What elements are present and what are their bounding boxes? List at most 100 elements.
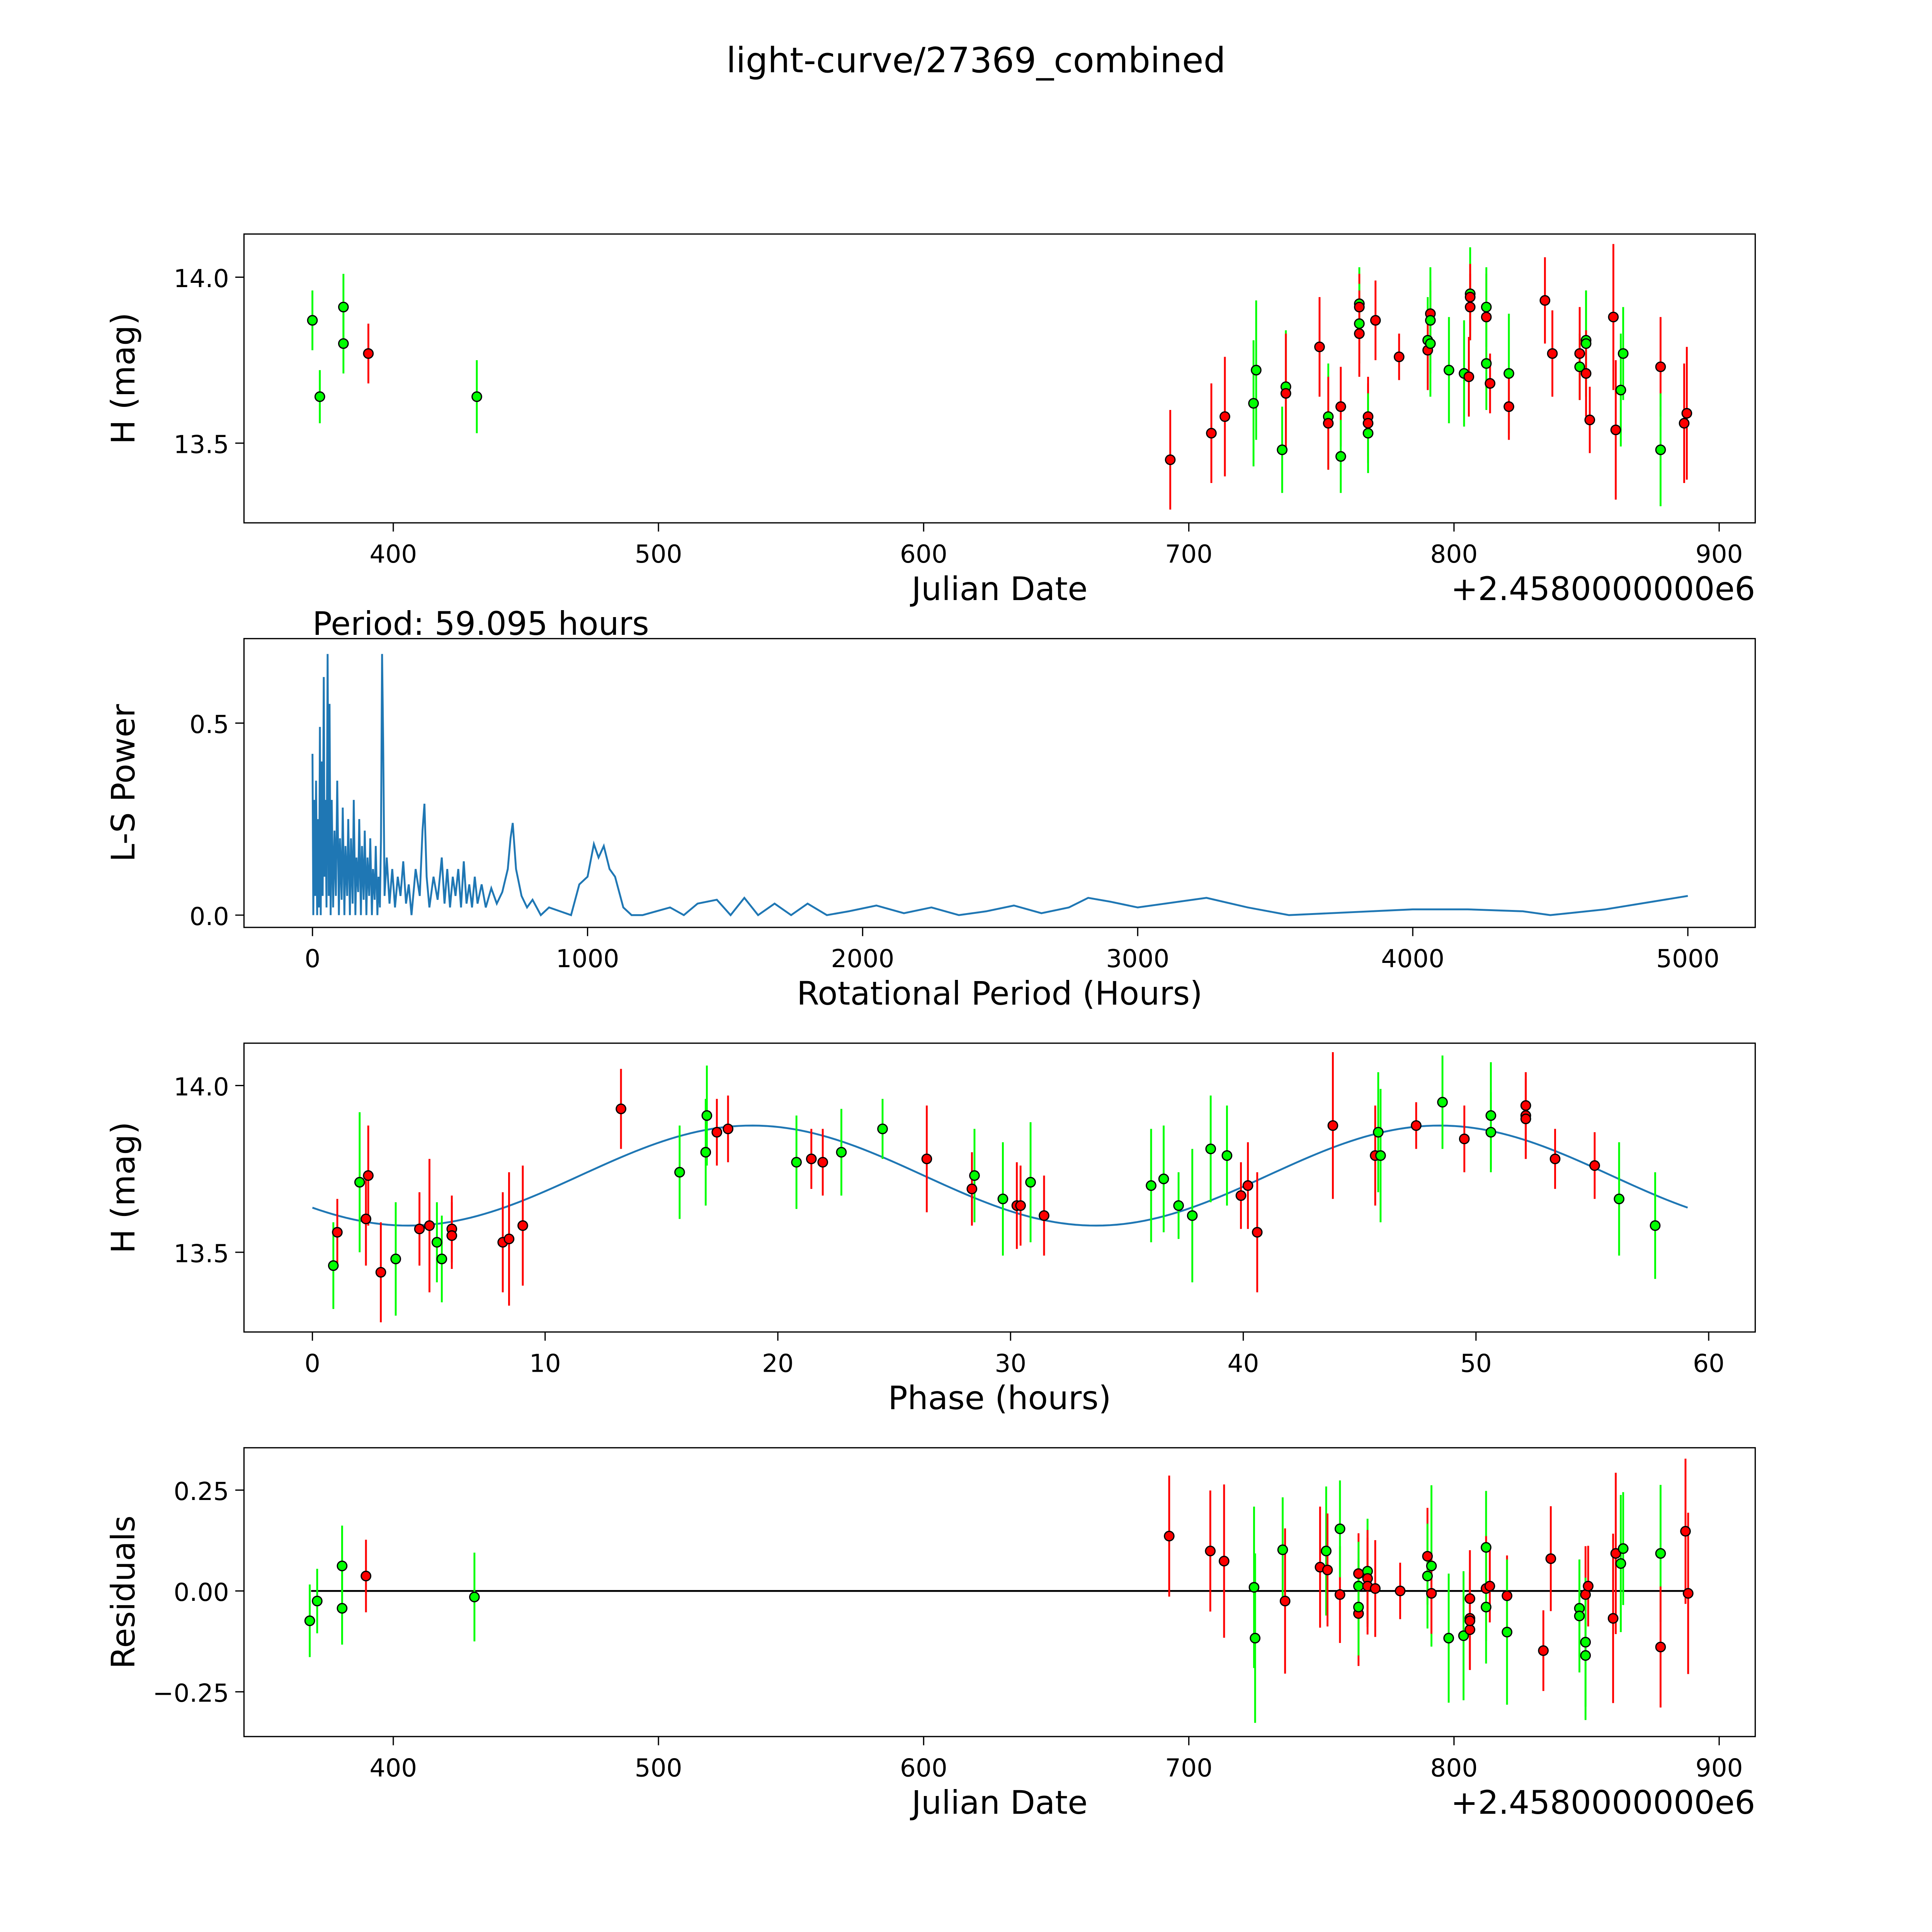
data-point xyxy=(1655,1641,1666,1653)
y-axis-label: H (mag) xyxy=(104,313,142,444)
data-point xyxy=(1165,454,1176,465)
x-tick-label: 800 xyxy=(1430,540,1478,569)
data-point xyxy=(1323,418,1334,429)
data-point xyxy=(1279,1595,1291,1607)
data-point xyxy=(1173,1200,1184,1211)
data-point xyxy=(1277,444,1288,455)
data-point xyxy=(1277,1544,1288,1555)
data-point xyxy=(1680,1526,1691,1537)
data-point xyxy=(1221,1150,1233,1161)
x-tick-label: 400 xyxy=(369,1753,417,1782)
model-fit-curve xyxy=(312,1124,1688,1227)
data-point xyxy=(354,1177,365,1188)
y-tick-label: 0.25 xyxy=(173,1477,229,1506)
data-point xyxy=(674,1167,685,1178)
x-tick-label: 500 xyxy=(635,540,682,569)
data-point xyxy=(517,1220,528,1231)
data-point xyxy=(1464,301,1476,313)
data-point xyxy=(1334,1523,1345,1534)
data-point xyxy=(966,1184,978,1194)
data-point xyxy=(1655,361,1666,372)
y-tick-label: 0.00 xyxy=(173,1578,229,1607)
data-point xyxy=(836,1147,847,1158)
data-point xyxy=(436,1253,447,1265)
y-tick-label: −0.25 xyxy=(153,1679,229,1708)
data-point xyxy=(1205,1546,1216,1556)
data-point xyxy=(1327,1120,1338,1131)
data-point xyxy=(1574,348,1585,359)
data-point xyxy=(1547,348,1558,359)
data-point xyxy=(1485,378,1496,389)
data-point xyxy=(390,1253,401,1265)
data-point xyxy=(1353,1602,1364,1612)
axis-offset-text: +2.4580000000e6 xyxy=(1451,1784,1755,1821)
x-tick-label: 1000 xyxy=(556,944,619,973)
data-point xyxy=(877,1123,888,1134)
data-point xyxy=(1251,365,1262,376)
data-point xyxy=(471,391,482,402)
data-point xyxy=(1584,414,1595,425)
data-point xyxy=(1353,1580,1364,1592)
data-point xyxy=(332,1227,343,1238)
data-point xyxy=(314,391,325,402)
x-axis-label: Julian Date xyxy=(910,1784,1088,1821)
y-axis-label: H (mag) xyxy=(104,1122,142,1253)
data-point xyxy=(1574,1611,1585,1621)
data-point xyxy=(1538,1645,1549,1656)
data-point xyxy=(1580,1637,1591,1648)
data-point xyxy=(307,315,318,326)
x-tick-label: 4000 xyxy=(1381,944,1444,973)
data-point xyxy=(1280,388,1291,399)
data-point xyxy=(1321,1546,1332,1556)
data-point xyxy=(1314,341,1325,352)
lightcurve-panel: 400 500 600 700 800 900 13.5 14.0 Julian Date H (… xyxy=(104,233,1756,608)
x-tick-label: 700 xyxy=(1165,1753,1213,1782)
x-tick-label: 2000 xyxy=(831,944,894,973)
data-point xyxy=(997,1193,1009,1204)
data-point xyxy=(1395,1585,1406,1597)
data-point xyxy=(1437,1097,1448,1108)
data-point xyxy=(1481,1542,1492,1553)
data-point xyxy=(1580,1650,1591,1661)
axis-offset-text: +2.4580000000e6 xyxy=(1451,570,1755,608)
data-point xyxy=(338,338,349,349)
data-point xyxy=(1481,1602,1492,1612)
y-tick-label: 14.0 xyxy=(173,264,229,293)
data-point xyxy=(1502,1626,1513,1638)
data-point xyxy=(361,1213,371,1225)
data-point xyxy=(338,301,349,313)
data-point xyxy=(1615,384,1626,396)
y-tick-label: 13.5 xyxy=(173,430,229,459)
data-point xyxy=(1617,1543,1629,1554)
data-point xyxy=(1608,311,1619,323)
data-point xyxy=(1425,338,1436,349)
data-point xyxy=(414,1223,425,1235)
data-point xyxy=(375,1267,386,1278)
data-point xyxy=(969,1170,980,1181)
figure-title: light-curve/27369_combined xyxy=(726,40,1226,81)
data-point xyxy=(921,1153,932,1165)
data-point xyxy=(1362,428,1374,439)
x-tick-label: 60 xyxy=(1693,1349,1725,1378)
data-point xyxy=(1503,368,1514,379)
data-point xyxy=(1426,1560,1437,1571)
period-annotation: Period: 59.095 hours xyxy=(313,605,649,643)
data-point xyxy=(1655,1548,1666,1559)
x-axis-label: Rotational Period (Hours) xyxy=(797,975,1202,1012)
data-point xyxy=(1425,315,1436,326)
x-tick-label: 0 xyxy=(304,1349,320,1378)
data-point xyxy=(1394,351,1405,362)
data-point xyxy=(1334,1589,1345,1600)
data-point xyxy=(337,1560,348,1571)
x-axis-label: Julian Date xyxy=(910,570,1088,608)
phased-panel: 0 10 20 30 40 50 60 13.5 14.0 Phase (hours) H (mag… xyxy=(104,1043,1756,1417)
data-point xyxy=(363,348,374,359)
data-point xyxy=(1375,1150,1386,1161)
data-point xyxy=(337,1603,348,1614)
data-point xyxy=(1464,1593,1475,1604)
data-point xyxy=(1354,328,1365,339)
data-point xyxy=(1235,1190,1247,1201)
data-point xyxy=(1485,1110,1497,1121)
data-point xyxy=(1248,398,1259,409)
data-point xyxy=(312,1595,323,1607)
